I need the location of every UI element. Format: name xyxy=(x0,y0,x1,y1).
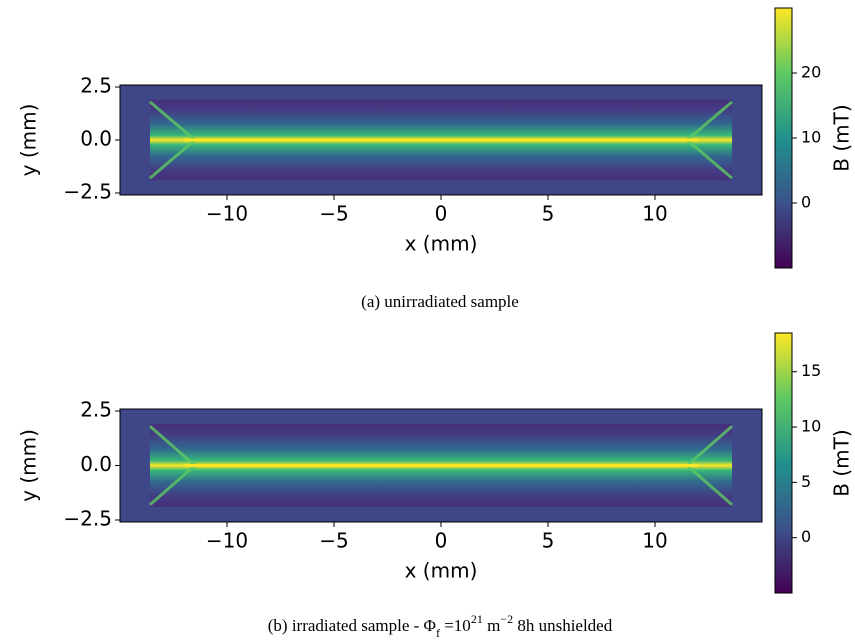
colorbar-tick-label: 0 xyxy=(801,527,811,546)
field-streak xyxy=(686,138,734,180)
colorbar-tick-label: 15 xyxy=(801,361,821,380)
x-tick-label: −5 xyxy=(319,529,348,553)
y-tick-label: 0.0 xyxy=(80,452,112,476)
caption-part: =10 xyxy=(440,616,471,635)
colorbar-label: B (mT) xyxy=(830,429,854,496)
colorbar xyxy=(774,7,793,269)
x-axis-label: x (mm) xyxy=(405,232,478,256)
colorbar xyxy=(774,332,793,594)
caption-part: 21 xyxy=(471,612,483,626)
x-tick-label: 0 xyxy=(435,202,448,226)
x-tick-label: −10 xyxy=(206,529,248,553)
field-streak xyxy=(686,425,734,467)
y-axis-label: y (mm) xyxy=(17,429,41,502)
colorbar-tick-label: 10 xyxy=(801,128,821,147)
y-tick-label: 2.5 xyxy=(80,398,112,422)
field-streak xyxy=(148,100,196,142)
x-tick-label: 0 xyxy=(435,529,448,553)
x-tick-label: 5 xyxy=(542,529,555,553)
y-tick-label: −2.5 xyxy=(63,507,112,531)
x-tick-label: 10 xyxy=(642,529,667,553)
caption-part: 8h unshielded xyxy=(513,616,613,635)
caption-part: m xyxy=(483,616,500,635)
colorbar-tick-label: 20 xyxy=(801,63,821,82)
caption-part: −2 xyxy=(500,612,513,626)
x-axis-label: x (mm) xyxy=(405,559,478,583)
x-tick-label: 5 xyxy=(542,202,555,226)
caption: (b) irradiated sample - Φf =1021 m−2 8h … xyxy=(268,612,613,640)
caption-part: (a) unirradiated sample xyxy=(361,292,519,311)
colorbar-tick-label: 5 xyxy=(801,472,811,491)
caption-part: f xyxy=(436,626,440,640)
field-streak xyxy=(686,100,734,142)
x-tick-label: 10 xyxy=(642,202,667,226)
y-tick-label: 2.5 xyxy=(80,74,112,98)
field-streak xyxy=(148,464,196,506)
caption-part: (b) irradiated sample - Φ xyxy=(268,616,436,635)
field-streak xyxy=(148,138,196,180)
y-tick-label: 0.0 xyxy=(80,127,112,151)
colorbar-tick-label: 0 xyxy=(801,193,811,212)
caption: (a) unirradiated sample xyxy=(361,292,519,311)
field-streak xyxy=(148,425,196,467)
x-tick-label: −10 xyxy=(206,202,248,226)
field-streak xyxy=(686,464,734,506)
colorbar-tick-label: 10 xyxy=(801,417,821,436)
x-tick-label: −5 xyxy=(319,202,348,226)
y-tick-label: −2.5 xyxy=(63,180,112,204)
y-axis-label: y (mm) xyxy=(17,104,41,177)
colorbar-label: B (mT) xyxy=(830,104,854,171)
